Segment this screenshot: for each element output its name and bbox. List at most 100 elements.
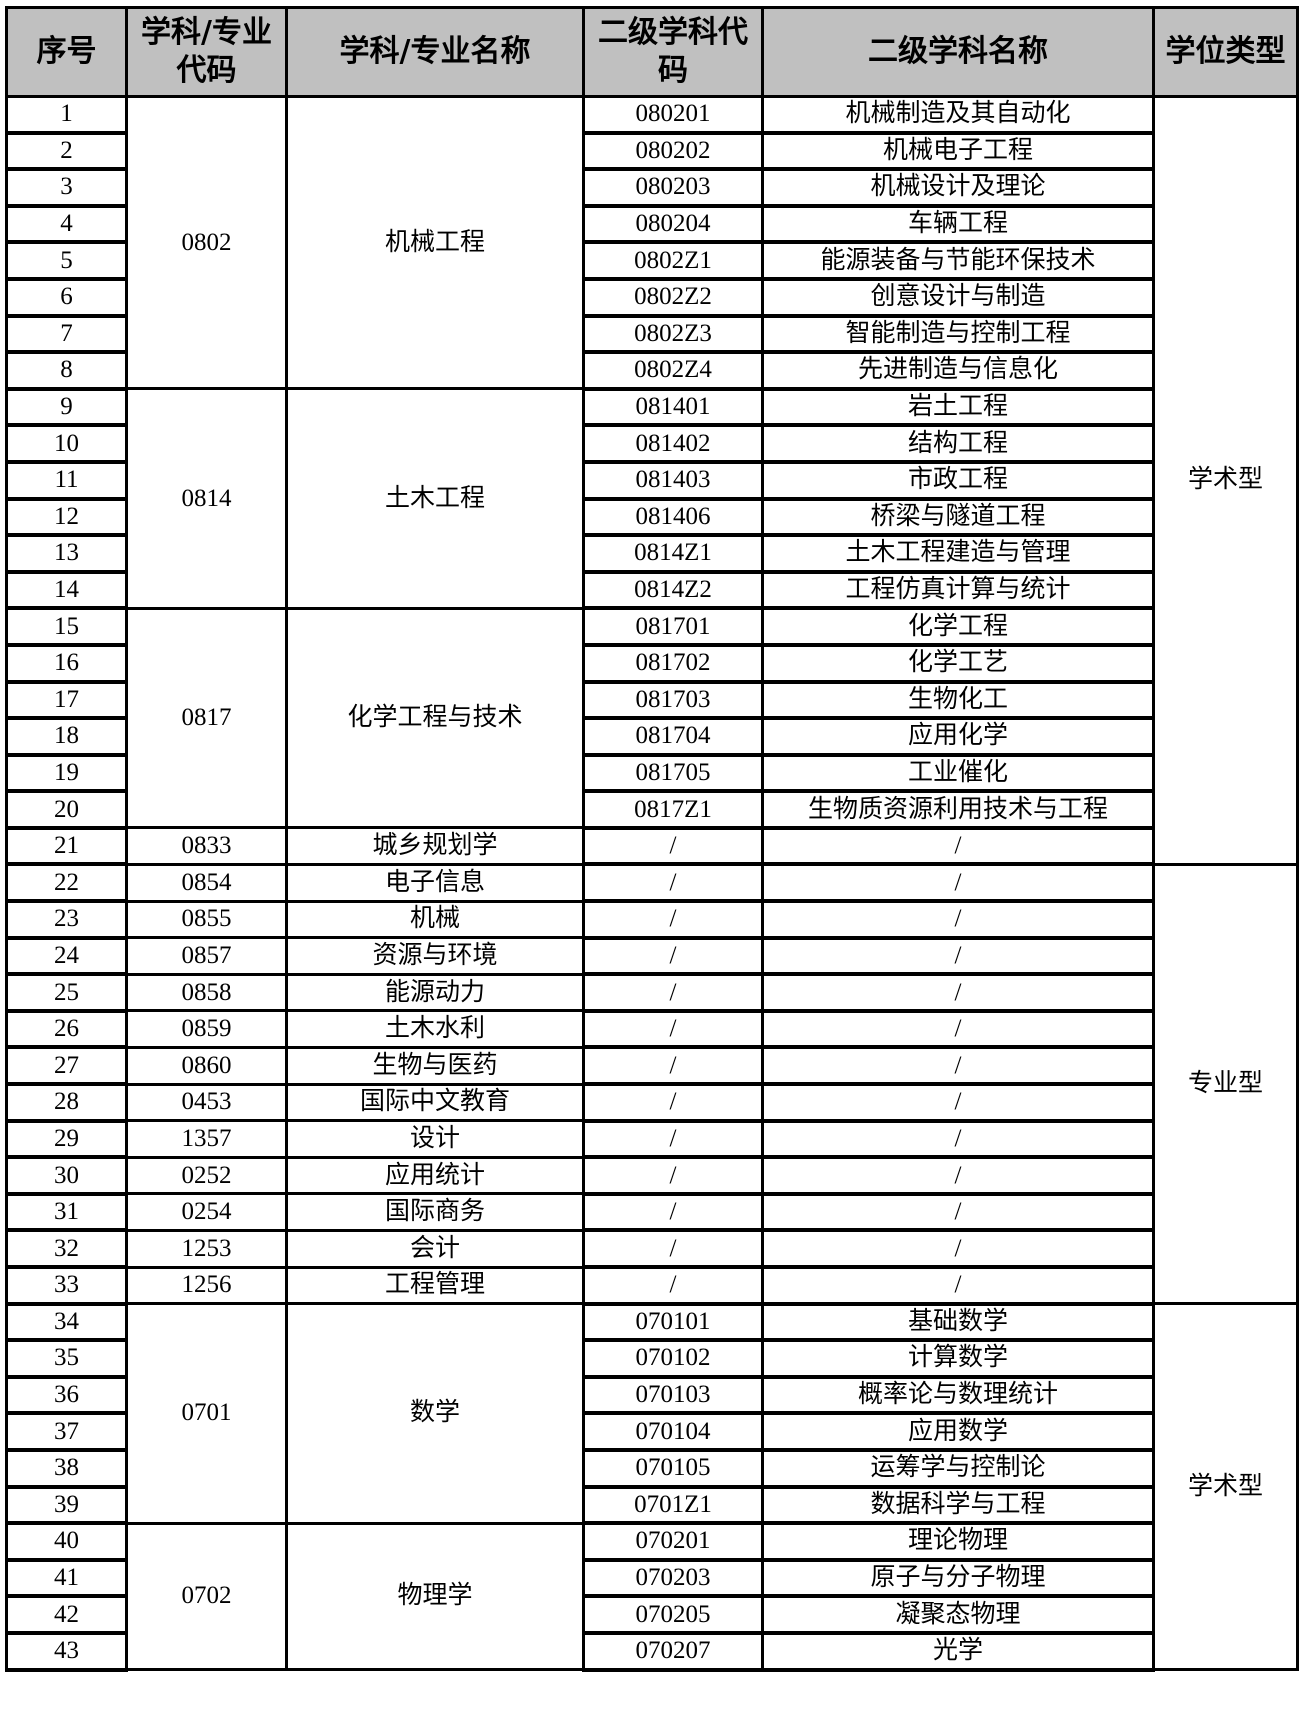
sub-discipline-code: 081401 <box>582 387 764 428</box>
sub-discipline-name: 工业催化 <box>761 753 1155 794</box>
table-row: 10 081402 结构工程 <box>5 423 1298 464</box>
sub-discipline-name: / <box>761 1082 1155 1123</box>
row-number: 43 <box>5 1631 128 1672</box>
sub-discipline-name: 机械制造及其自动化 <box>761 94 1155 135</box>
row-number: 32 <box>5 1228 128 1269</box>
discipline-name: 设计 <box>285 1119 585 1159</box>
sub-discipline-name: / <box>761 1119 1155 1160</box>
sub-discipline-code: 080201 <box>582 94 764 135</box>
sub-discipline-code: 0802Z4 <box>582 350 764 391</box>
discipline-name: 电子信息 <box>285 862 585 903</box>
row-number: 31 <box>5 1192 128 1233</box>
row-number: 23 <box>5 899 128 940</box>
row-number: 10 <box>5 423 128 464</box>
row-number: 37 <box>5 1411 128 1452</box>
row-number: 3 <box>5 167 128 208</box>
discipline-name: 机械 <box>285 899 585 940</box>
sub-discipline-code: 070203 <box>582 1558 764 1599</box>
discipline-name: 城乡规划学 <box>285 826 585 866</box>
sub-discipline-code: 0802Z3 <box>582 314 764 355</box>
sub-discipline-code: 070101 <box>582 1302 764 1343</box>
row-number: 21 <box>5 826 128 867</box>
discipline-name: 数学 <box>285 1302 585 1525</box>
row-number: 5 <box>5 240 128 281</box>
discipline-name: 土木工程 <box>285 387 585 610</box>
table-row: 30 0252 应用统计 / / <box>5 1155 1298 1196</box>
row-number: 27 <box>5 1045 128 1087</box>
degree-type: 学术型 <box>1152 1302 1299 1672</box>
sub-discipline-name: 机械电子工程 <box>761 131 1155 172</box>
discipline-code: 1256 <box>125 1265 288 1306</box>
table-row: 15 0817 化学工程与技术 081701 化学工程 <box>5 606 1298 830</box>
degree-type: 专业型 <box>1152 862 1299 1306</box>
header-no: 序号 <box>5 6 128 98</box>
sub-discipline-code: 081701 <box>582 606 764 647</box>
table-row: 38 070105 运筹学与控制论 <box>5 1448 1298 1489</box>
sub-discipline-code: / <box>582 1119 764 1160</box>
row-number: 15 <box>5 606 128 647</box>
table-row: 40 0702 物理学 070201 理论物理 <box>5 1521 1298 1672</box>
sub-discipline-code: 070205 <box>582 1594 764 1635</box>
row-number: 30 <box>5 1155 128 1196</box>
discipline-code: 0817 <box>125 606 288 830</box>
table-row: 16 081702 化学工艺 <box>5 643 1298 684</box>
row-number: 19 <box>5 753 128 794</box>
sub-discipline-name: 土木工程建造与管理 <box>761 533 1155 574</box>
row-number: 24 <box>5 936 128 977</box>
sub-discipline-name: / <box>761 899 1155 940</box>
sub-discipline-code: / <box>582 1155 764 1196</box>
sub-discipline-name: 桥梁与隧道工程 <box>761 497 1155 538</box>
row-number: 28 <box>5 1082 128 1123</box>
discipline-name: 物理学 <box>285 1521 585 1672</box>
sub-discipline-code: / <box>582 1045 764 1087</box>
discipline-code: 0859 <box>125 1009 288 1049</box>
table-row: 23 0855 机械 / / <box>5 899 1298 940</box>
sub-discipline-name: 凝聚态物理 <box>761 1594 1155 1635</box>
row-number: 16 <box>5 643 128 684</box>
table-row: 32 1253 会计 / / <box>5 1228 1298 1269</box>
sub-discipline-code: 0814Z2 <box>582 570 764 611</box>
row-number: 40 <box>5 1521 128 1562</box>
sub-discipline-name: 基础数学 <box>761 1302 1155 1343</box>
header-name: 学科/专业名称 <box>285 6 585 98</box>
sub-discipline-name: / <box>761 1228 1155 1269</box>
row-number: 35 <box>5 1338 128 1379</box>
discipline-name: 应用统计 <box>285 1155 585 1196</box>
sub-discipline-code: / <box>582 936 764 977</box>
table-row: 14 0814Z2 工程仿真计算与统计 <box>5 570 1298 611</box>
discipline-code: 0858 <box>125 972 288 1013</box>
table-row: 19 081705 工业催化 <box>5 753 1298 794</box>
sub-discipline-code: / <box>582 899 764 940</box>
table-row: 22 0854 电子信息 / / 专业型 <box>5 862 1299 1306</box>
sub-discipline-code: / <box>582 1082 764 1123</box>
sub-discipline-code: 081403 <box>582 460 764 501</box>
discipline-code: 0855 <box>125 899 288 940</box>
row-number: 38 <box>5 1448 128 1489</box>
sub-discipline-code: / <box>582 1009 764 1050</box>
header-code: 学科/专业代码 <box>125 6 288 98</box>
table-row: 11 081403 市政工程 <box>5 460 1298 501</box>
sub-discipline-name: / <box>761 826 1155 867</box>
sub-discipline-name: 运筹学与控制论 <box>761 1448 1155 1489</box>
row-number: 13 <box>5 533 128 574</box>
row-number: 39 <box>5 1485 128 1526</box>
discipline-name: 土木水利 <box>285 1009 585 1049</box>
table-row: 25 0858 能源动力 / / <box>5 972 1298 1013</box>
sub-discipline-code: 081705 <box>582 753 764 794</box>
discipline-name: 能源动力 <box>285 972 585 1013</box>
discipline-code: 0252 <box>125 1155 288 1196</box>
table-row: 8 0802Z4 先进制造与信息化 <box>5 350 1298 391</box>
degree-type: 学术型 <box>1152 95 1299 866</box>
row-number: 7 <box>5 314 128 355</box>
sub-discipline-code: 0817Z1 <box>582 789 764 830</box>
sub-discipline-code: 0802Z1 <box>582 240 764 281</box>
sub-discipline-name: / <box>761 862 1155 904</box>
sub-discipline-name: 能源装备与节能环保技术 <box>761 240 1155 281</box>
table-row: 5 0802Z1 能源装备与节能环保技术 <box>5 240 1298 281</box>
table-row: 1 0802 机械工程 080201 机械制造及其自动化 学术型 <box>5 94 1299 866</box>
sub-discipline-name: 车辆工程 <box>761 204 1155 245</box>
sub-discipline-name: 市政工程 <box>761 460 1155 501</box>
table-row: 24 0857 资源与环境 / / <box>5 936 1298 977</box>
header-sub-code: 二级学科代码 <box>582 6 764 98</box>
